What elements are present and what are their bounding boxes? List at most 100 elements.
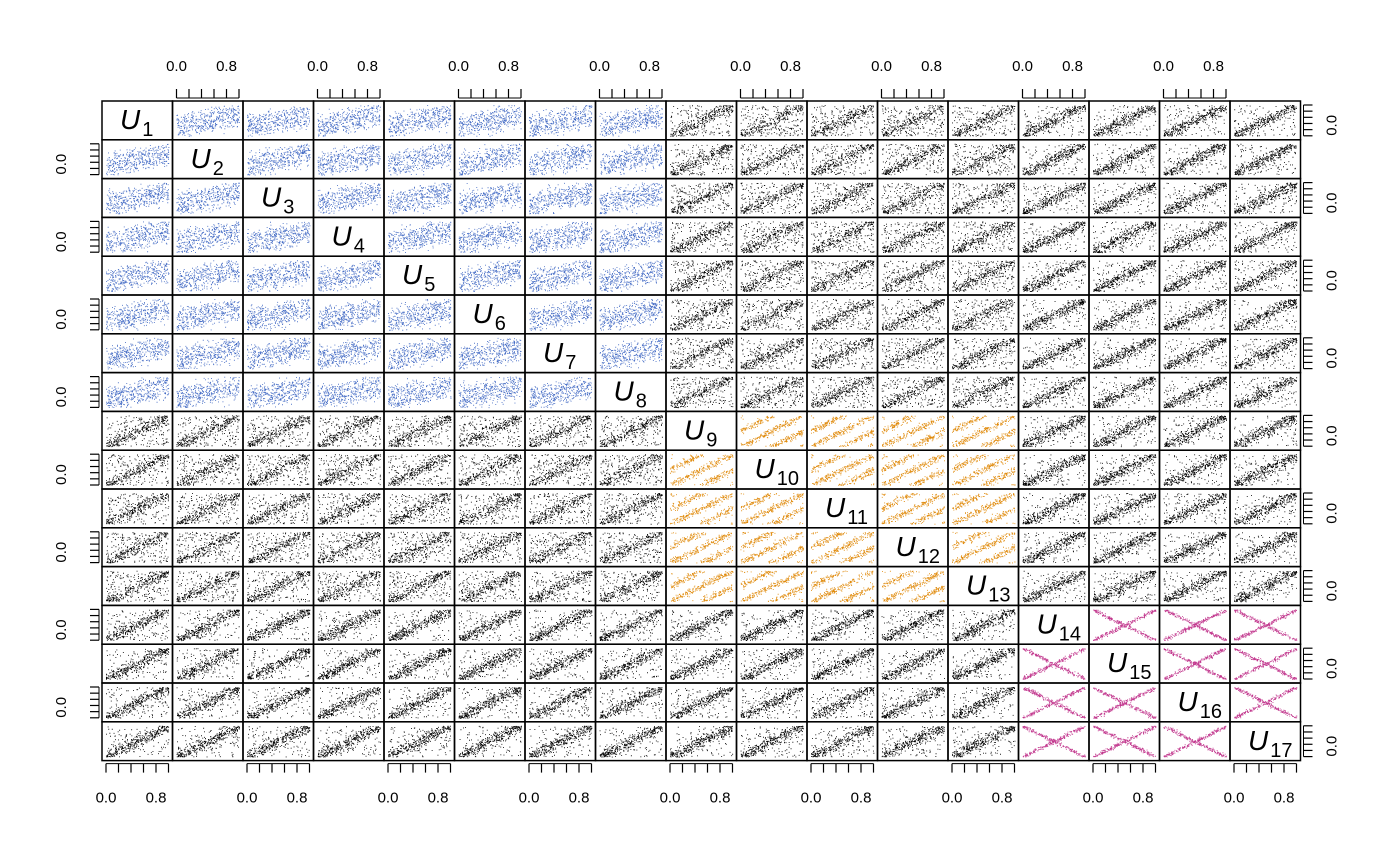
scatter-points	[670, 182, 734, 215]
x-axis-7: 0.0 0.8	[519, 763, 593, 807]
panel-border	[1229, 216, 1302, 257]
panel-r10-c3	[242, 449, 315, 490]
scatter-points	[1234, 454, 1298, 486]
scatter-points	[952, 376, 1016, 409]
panel-r11-c3	[242, 488, 315, 529]
scatter-points	[529, 299, 592, 331]
x-tick-label: 0.8	[428, 790, 449, 807]
y-tick-label: 0.0	[53, 154, 70, 175]
scatter-points	[458, 337, 522, 370]
panel-r9-c4	[312, 410, 385, 451]
panel-r9-c5	[383, 410, 456, 451]
panel-r10-c7	[524, 449, 597, 490]
scatter-points	[176, 570, 240, 603]
y-axis-6: 0.0	[53, 298, 100, 331]
panel-r17-c6	[453, 721, 526, 762]
panel-r12-c15	[1088, 527, 1161, 568]
scatter-points	[740, 648, 804, 680]
x-axis-16: 0.0 0.8	[1153, 58, 1227, 99]
y-axis-9: 0.0	[1303, 414, 1341, 447]
scatter-points	[458, 376, 522, 409]
scatter-points	[670, 337, 734, 370]
panel-r14-c2	[171, 604, 244, 645]
panel-r16-c8	[594, 682, 667, 723]
panel-r6-c16	[1158, 294, 1231, 335]
panel-r13-c12	[876, 565, 949, 607]
scatter-points	[1022, 182, 1086, 215]
panel-r2-c13	[947, 139, 1020, 180]
scatter-points	[247, 648, 311, 680]
scatter-points	[529, 182, 593, 215]
scatter-points	[317, 337, 381, 370]
panel-r10-c14	[1017, 449, 1090, 490]
y-axis-11: 0.0	[1303, 492, 1341, 525]
y-tick-label: 0.0	[1324, 193, 1341, 214]
panel-r7-c6	[453, 333, 526, 374]
panel-r4-c11	[806, 216, 879, 257]
scatter-points	[247, 337, 311, 370]
x-tick-label: 0.0	[96, 790, 117, 807]
y-tick-label: 0.0	[53, 542, 70, 563]
panel-r13-c7	[524, 565, 597, 607]
scatter-points	[317, 454, 381, 486]
panel-r3-c1	[101, 177, 174, 219]
panel-r10-c13	[947, 449, 1020, 490]
panel-r12-c10	[735, 527, 808, 568]
scatter-points	[1234, 260, 1298, 292]
scatter-points	[247, 221, 311, 253]
panel-r2-c17	[1229, 139, 1302, 180]
panel-r14-c12	[876, 604, 949, 645]
panel-r12-c17	[1229, 527, 1302, 568]
scatter-points	[670, 609, 734, 641]
scatter-points	[388, 531, 452, 564]
x-tick-label: 0.0	[660, 790, 681, 807]
axes-layer: 0.0 0.80.0 0.80.0 0.80.0 0.80.0 0.80.0 0.80.0 0…	[53, 58, 1341, 807]
panel-r12-c16	[1158, 527, 1231, 568]
x-tick-label: 0.0	[1083, 790, 1104, 807]
panel-r3-c2	[171, 177, 244, 219]
variable-index: 3	[283, 197, 294, 219]
panel-r13-c5	[383, 565, 456, 607]
scatter-points	[599, 415, 663, 447]
panel-border	[735, 294, 808, 335]
y-tick-label: 0.0	[1324, 503, 1341, 524]
panel-r2-c15	[1088, 139, 1161, 180]
panel-r14-c9	[665, 604, 738, 645]
panel-r2-c14	[1017, 139, 1090, 180]
x-tick-label: 0.8	[710, 790, 731, 807]
scatter-points	[317, 570, 381, 603]
x-tick-label: 0.8	[1274, 790, 1295, 807]
scatter-points	[176, 609, 240, 642]
panel-r15-c12	[876, 643, 949, 684]
scatter-points	[1163, 725, 1227, 758]
panel-border	[594, 294, 667, 335]
panel-r11-c7	[524, 488, 597, 529]
panel-r7-c14	[1017, 333, 1090, 374]
panel-r3-c15	[1088, 177, 1161, 219]
y-tick-label: 0.0	[53, 387, 70, 408]
panel-r3-c8	[594, 177, 667, 219]
y-axis-16: 0.0	[53, 686, 100, 719]
scatter-points	[388, 415, 452, 448]
scatter-points	[388, 299, 452, 331]
panel-r4-c1	[101, 216, 174, 257]
panel-border	[1088, 333, 1161, 374]
y-tick-label: 0.0	[1324, 425, 1341, 446]
scatter-points	[1163, 531, 1227, 563]
scatter-points	[740, 531, 804, 564]
panel-r6-c13	[947, 294, 1020, 335]
panel-r13-c4	[312, 565, 385, 607]
panel-border	[1017, 216, 1090, 257]
panel-border	[524, 255, 597, 296]
panel-r4-c5	[383, 216, 456, 257]
scatter-points	[1093, 105, 1157, 137]
scatter-points	[1093, 725, 1157, 758]
scatter-points	[740, 609, 804, 642]
panel-r17-c4	[312, 721, 385, 762]
scatter-points	[458, 105, 522, 137]
scatter-points	[106, 454, 170, 486]
scatter-points	[1093, 143, 1157, 176]
scatter-points	[599, 260, 663, 292]
panel-r5-c7	[524, 255, 597, 296]
panel-r12-c3	[242, 527, 315, 568]
